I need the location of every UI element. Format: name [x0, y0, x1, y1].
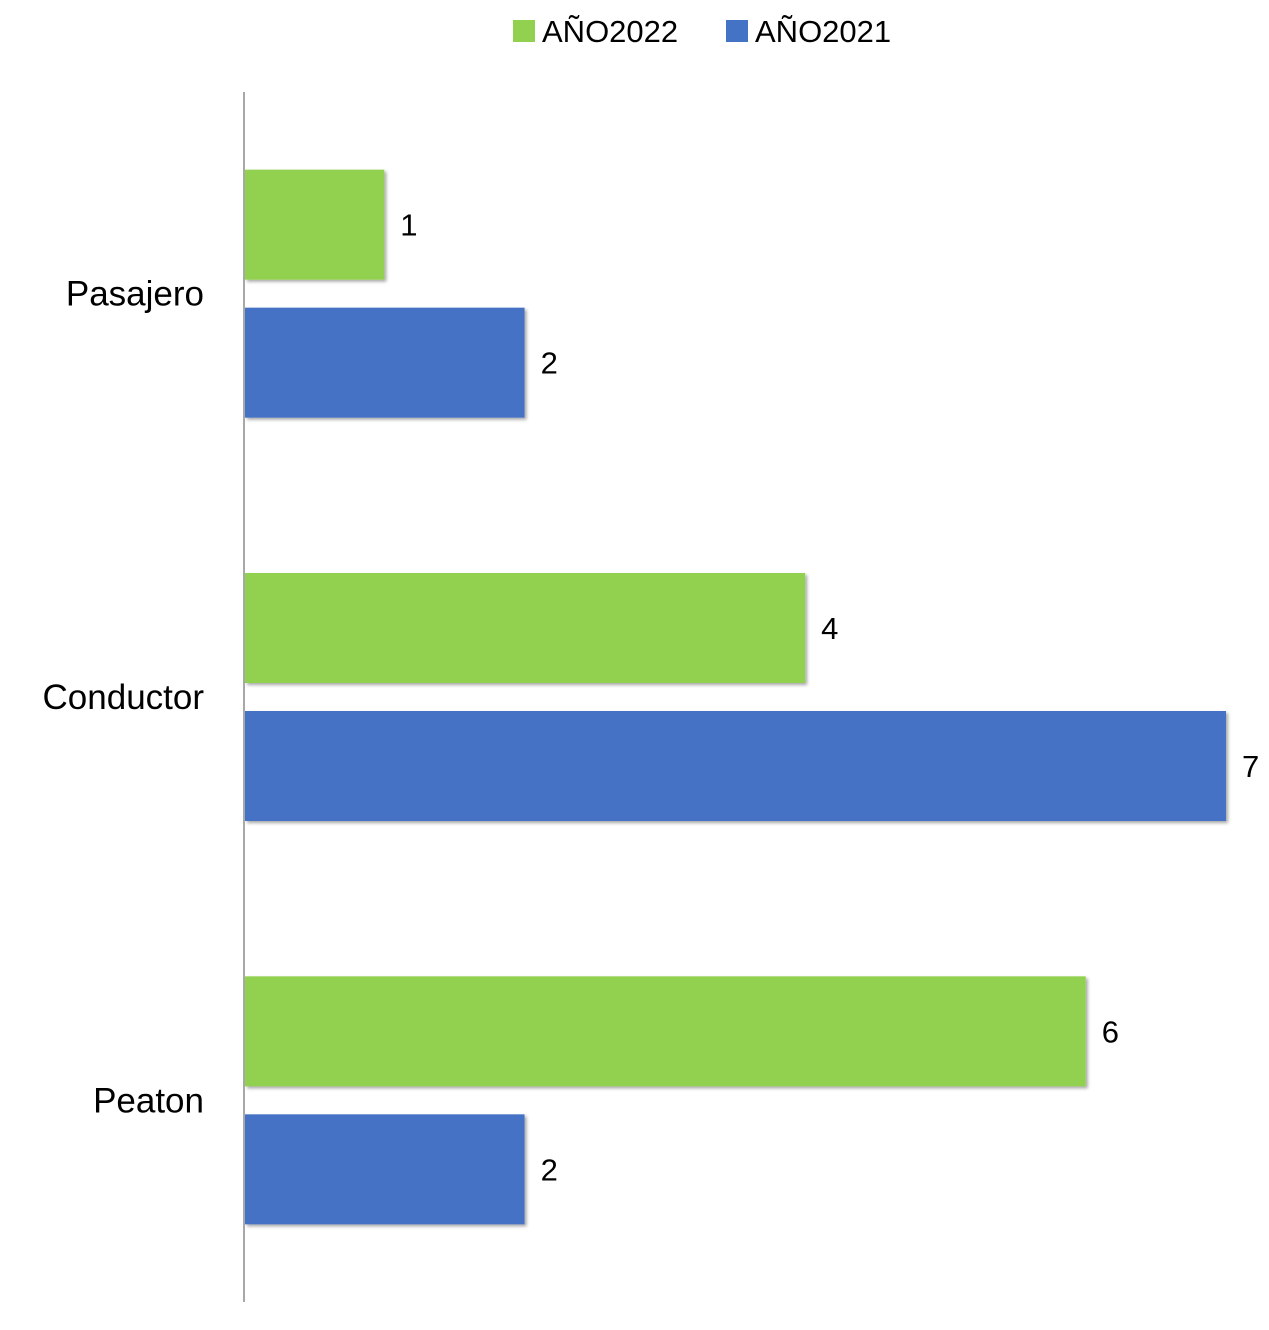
bar-peaton-ano2022: [245, 976, 1086, 1087]
value-label-pasajero-ano2021: 2: [541, 346, 558, 381]
value-label-peaton-ano2022: 6: [1102, 1014, 1119, 1049]
bar-pasajero-ano2021: [245, 307, 525, 418]
bar-pasajero-ano2022: [245, 169, 385, 280]
bar-peaton-ano2021: [245, 1114, 525, 1225]
bars-group: [245, 169, 1226, 1225]
chart-legend: AÑO2022 AÑO2021: [513, 14, 891, 49]
bar-conductor-ano2022: [245, 573, 806, 683]
category-labels-group: Pasajero Conductor Peaton: [43, 275, 205, 1121]
legend-label-ano2021: AÑO2021: [755, 14, 891, 49]
value-label-pasajero-ano2022: 1: [400, 208, 417, 243]
value-labels-group: 1 2 4 7 6 2: [400, 208, 1259, 1188]
category-label-peaton: Peaton: [93, 1081, 204, 1120]
category-label-conductor: Conductor: [43, 678, 205, 717]
legend-item-ano2022: AÑO2022: [513, 14, 678, 49]
value-label-conductor-ano2021: 7: [1242, 749, 1259, 784]
legend-label-ano2022: AÑO2022: [542, 14, 678, 49]
legend-item-ano2021: AÑO2021: [726, 14, 891, 49]
value-label-peaton-ano2021: 2: [541, 1152, 558, 1187]
bar-conductor-ano2021: [245, 711, 1226, 821]
legend-swatch-ano2021: [726, 20, 748, 42]
category-label-pasajero: Pasajero: [66, 275, 204, 314]
legend-swatch-ano2022: [513, 20, 535, 42]
value-label-conductor-ano2022: 4: [821, 611, 838, 646]
